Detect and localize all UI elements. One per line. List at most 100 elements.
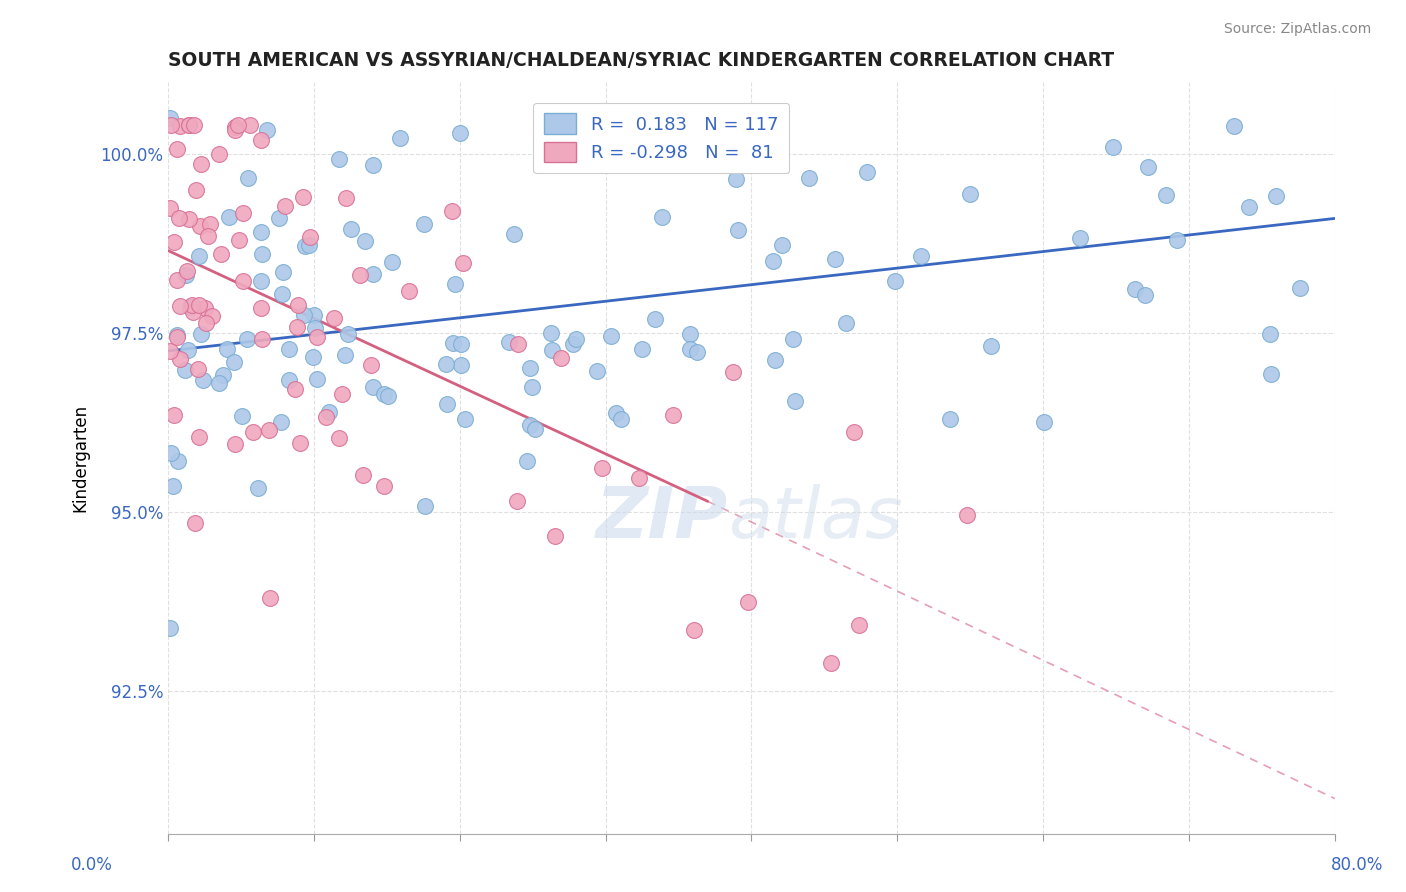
Point (188, 249, 211, 263)
Point (212, 368, 235, 383)
Point (247, 481, 270, 495)
Point (250, 246, 273, 260)
Point (516, 454, 538, 468)
Point (177, 118, 200, 132)
Point (250, 274, 273, 288)
Point (1260, 367, 1282, 381)
Point (381, 254, 404, 268)
Point (274, 199, 297, 213)
Point (748, 111, 770, 125)
Point (224, 436, 246, 450)
Point (188, 429, 211, 443)
Point (287, 298, 309, 312)
Point (820, 656, 842, 670)
Point (250, 301, 273, 315)
Point (173, 363, 195, 377)
Point (166, 273, 188, 287)
Point (232, 274, 254, 288)
Point (647, 111, 669, 125)
Point (218, 211, 240, 225)
Point (299, 230, 322, 244)
Point (856, 164, 879, 178)
Point (938, 412, 960, 426)
Point (910, 249, 932, 263)
Point (284, 383, 307, 397)
Point (373, 479, 395, 493)
Point (174, 268, 197, 282)
Point (270, 415, 292, 429)
Point (318, 405, 340, 419)
Point (644, 312, 666, 326)
Point (166, 330, 188, 344)
Point (692, 149, 714, 163)
Point (224, 120, 246, 135)
Point (179, 300, 201, 314)
Point (163, 235, 186, 249)
Point (239, 118, 262, 132)
Point (506, 493, 529, 508)
Point (271, 265, 294, 279)
Point (361, 268, 384, 282)
Point (307, 372, 329, 386)
Point (848, 618, 870, 632)
Point (333, 349, 356, 363)
Point (444, 277, 467, 292)
Point (224, 123, 246, 137)
Point (761, 254, 783, 268)
Point (661, 408, 683, 422)
Point (159, 343, 181, 358)
Point (183, 118, 205, 132)
Point (298, 238, 321, 252)
Point (541, 343, 564, 357)
Point (177, 118, 200, 132)
Point (278, 342, 301, 356)
Point (1101, 140, 1123, 154)
Point (631, 342, 654, 356)
Point (956, 508, 979, 523)
Point (763, 352, 786, 367)
Point (412, 217, 434, 231)
Point (361, 380, 384, 394)
Point (190, 326, 212, 341)
Point (169, 119, 191, 133)
Point (519, 361, 541, 376)
Point (600, 329, 623, 343)
Point (187, 362, 209, 376)
Point (228, 233, 250, 247)
Point (1135, 288, 1157, 302)
Point (186, 183, 208, 197)
Point (398, 284, 420, 298)
Point (561, 337, 583, 351)
Point (678, 342, 700, 356)
Point (167, 211, 190, 226)
Point (177, 343, 200, 358)
Point (727, 223, 749, 237)
Point (194, 301, 217, 316)
Point (834, 316, 856, 330)
Y-axis label: Kindergarten: Kindergarten (72, 404, 89, 512)
Point (236, 332, 259, 346)
Point (339, 222, 361, 236)
Point (434, 357, 457, 371)
Point (1289, 281, 1312, 295)
Point (190, 157, 212, 171)
Point (354, 235, 377, 249)
Point (231, 409, 253, 423)
Point (256, 122, 278, 136)
Point (197, 229, 219, 244)
Point (550, 351, 572, 366)
Point (259, 591, 281, 605)
Point (1032, 415, 1054, 429)
Point (328, 152, 350, 166)
Point (335, 191, 357, 205)
Point (1154, 188, 1177, 202)
Point (721, 365, 744, 379)
Point (824, 252, 846, 267)
Point (591, 460, 613, 475)
Point (450, 336, 472, 351)
Point (232, 206, 254, 220)
Point (188, 298, 211, 312)
Point (1237, 200, 1260, 214)
Point (191, 373, 214, 387)
Point (250, 332, 273, 346)
